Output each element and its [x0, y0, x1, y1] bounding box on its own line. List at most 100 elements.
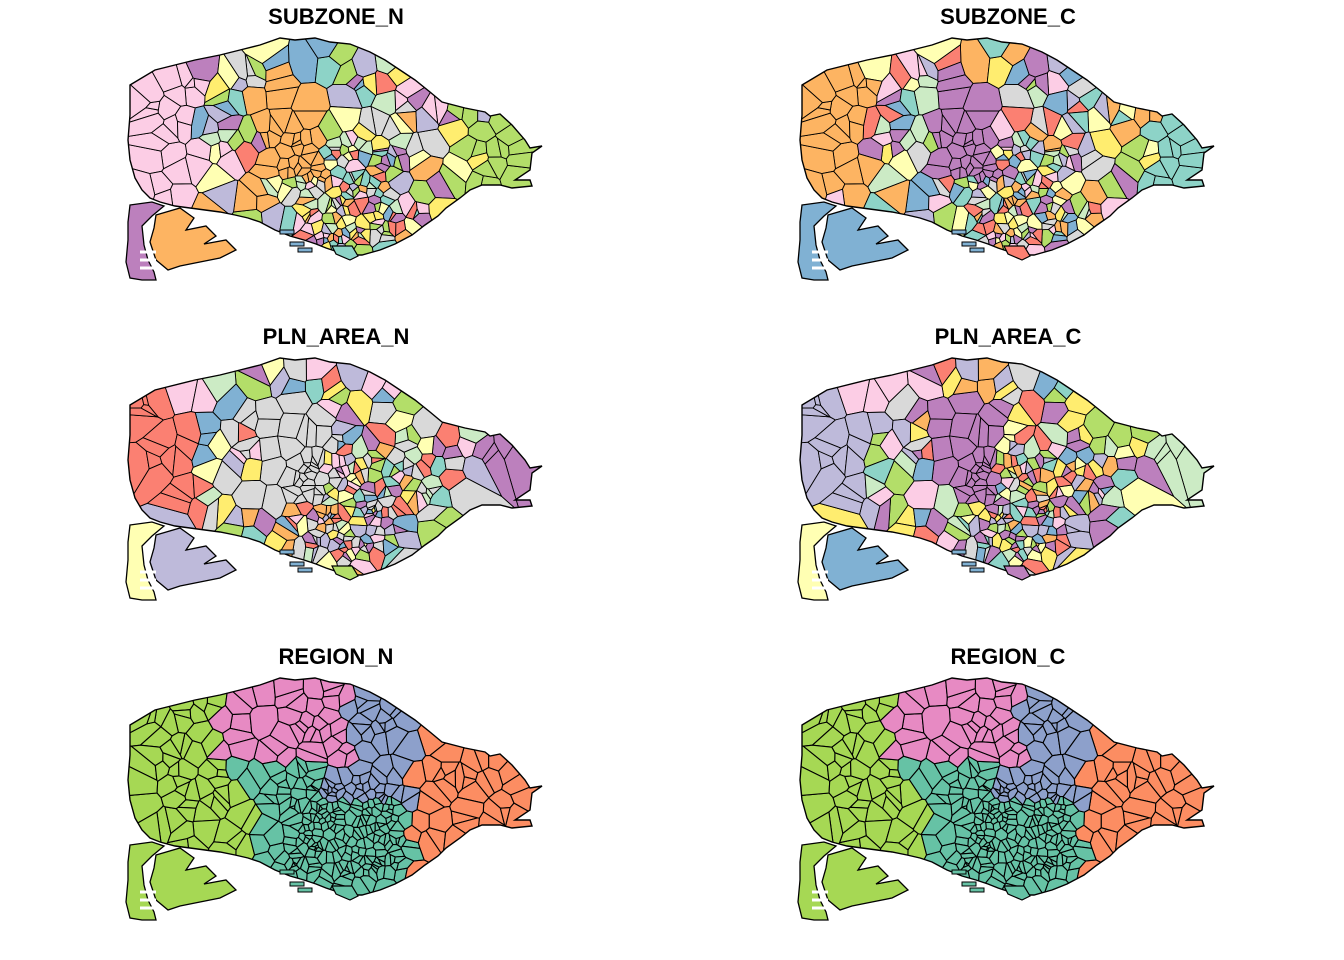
choropleth-map — [797, 677, 1215, 921]
map-panel-subzone-c: SUBZONE_C — [672, 0, 1344, 320]
zone-polygon — [271, 521, 300, 541]
zone-polygon — [1060, 132, 1086, 151]
zone-polygon — [976, 212, 983, 224]
zone-polygon — [1001, 716, 1022, 737]
zone-polygon — [377, 833, 387, 846]
zone-polygon — [908, 767, 934, 801]
zone-polygon — [1031, 533, 1047, 545]
zone-polygon — [357, 149, 373, 169]
zone-polygon — [248, 834, 271, 856]
zone-polygon — [184, 777, 201, 802]
zone-polygon — [802, 358, 822, 406]
zone-polygon — [1005, 232, 1012, 245]
zone-polygon — [1064, 358, 1144, 416]
zone-polygon — [379, 678, 430, 717]
zone-polygon — [971, 472, 981, 483]
map-panel-region-c: REGION_C — [672, 640, 1344, 960]
zone-polygon — [1020, 182, 1031, 192]
zone-polygon — [876, 71, 903, 104]
pier — [961, 241, 977, 247]
map-panel-region-n: REGION_N — [0, 640, 672, 960]
zone-polygon — [440, 761, 460, 777]
zone-polygon — [329, 716, 350, 737]
zone-polygon — [944, 678, 977, 699]
map-panel-subzone-n: SUBZONE_N — [0, 0, 672, 320]
zone-polygon — [357, 231, 367, 241]
zone-polygon — [1031, 702, 1054, 723]
jurong-island — [149, 207, 238, 271]
zone-polygon — [392, 678, 463, 733]
zone-polygon — [1016, 243, 1052, 255]
zone-polygon — [395, 219, 407, 237]
zone-polygon — [1164, 358, 1214, 461]
zone-polygon — [399, 490, 417, 506]
zone-polygon — [918, 757, 943, 791]
zone-polygon — [318, 867, 335, 885]
zone-polygon — [1056, 838, 1066, 852]
zone-polygon — [937, 61, 966, 83]
coastline — [799, 357, 1215, 576]
zone-polygon — [1052, 505, 1061, 519]
zone-polygon — [345, 835, 359, 848]
pier — [969, 887, 985, 893]
zone-polygon — [446, 38, 476, 121]
map-panel-pln-area-n: PLN_AREA_N — [0, 320, 672, 640]
zone-polygon — [982, 454, 991, 468]
zone-polygon — [371, 38, 443, 75]
zone-polygon — [234, 140, 260, 174]
zone-polygon — [995, 564, 1063, 575]
zone-polygon — [1118, 38, 1148, 121]
zone-polygon — [402, 859, 493, 895]
zone-polygon — [338, 454, 347, 468]
zone-polygon — [420, 453, 437, 469]
zone-polygon — [997, 523, 1007, 535]
zone-polygon — [962, 81, 1003, 112]
zone-polygon — [1051, 678, 1102, 717]
zone-polygon — [204, 71, 231, 104]
zone-polygon — [377, 495, 397, 509]
zone-polygon — [988, 808, 1001, 816]
zone-polygon — [325, 794, 339, 804]
zone-polygon — [403, 824, 423, 844]
zone-polygon — [1043, 457, 1058, 465]
zone-polygon — [1088, 678, 1165, 757]
zone-polygon — [1114, 823, 1189, 895]
sentosa-island — [331, 565, 359, 581]
choropleth-map — [125, 37, 543, 281]
zone-polygon — [1010, 454, 1019, 468]
panel-title: PLN_AREA_N — [262, 324, 410, 349]
zone-polygon — [296, 515, 309, 537]
zone-polygon — [240, 802, 263, 836]
zone-polygon — [219, 418, 240, 449]
zone-polygon — [161, 156, 193, 185]
zone-polygon — [997, 850, 1008, 864]
zone-polygon — [384, 838, 394, 852]
zone-polygon — [1062, 813, 1072, 823]
zone-polygon — [310, 454, 319, 468]
zone-polygon — [975, 470, 990, 481]
zone-polygon — [1006, 861, 1017, 876]
zone-polygon — [477, 38, 522, 123]
zone-polygon — [260, 201, 286, 255]
zone-polygon — [227, 737, 260, 763]
zone-polygon — [899, 88, 920, 117]
zone-polygon — [442, 823, 517, 895]
zone-polygon — [380, 505, 389, 519]
zone-polygon — [421, 474, 444, 490]
zone-polygon — [402, 455, 415, 471]
zone-polygon — [443, 455, 466, 471]
panel-title: SUBZONE_C — [940, 4, 1076, 29]
zone-polygon — [1042, 864, 1051, 875]
zone-polygon — [822, 123, 853, 145]
zone-polygon — [400, 790, 421, 813]
zone-polygon — [453, 358, 520, 444]
zone-polygon — [1056, 523, 1068, 536]
zone-polygon — [1019, 200, 1034, 218]
zone-polygon — [841, 731, 858, 757]
zone-polygon — [1169, 714, 1214, 786]
zone-polygon — [948, 778, 963, 789]
zone-polygon — [296, 855, 306, 870]
zone-polygon — [1036, 421, 1069, 448]
zone-polygon — [1054, 205, 1066, 222]
zone-polygon — [1134, 455, 1175, 498]
